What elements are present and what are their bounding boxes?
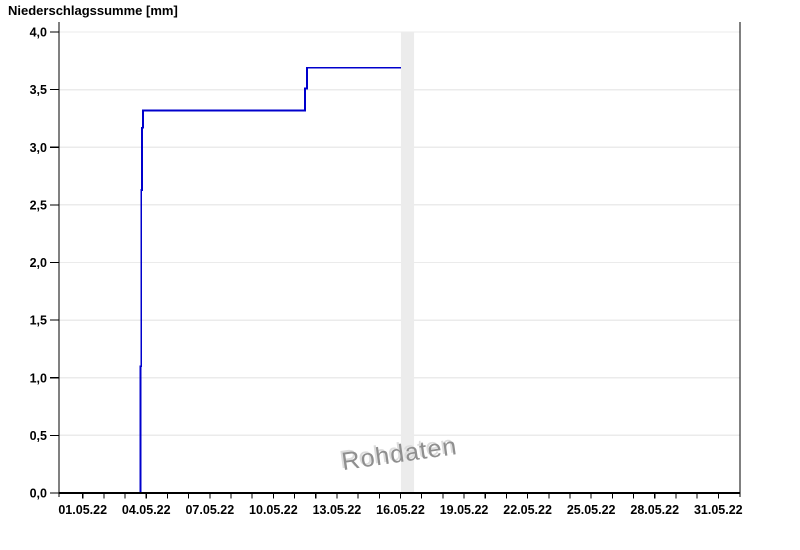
x-tick-label: 07.05.22 <box>185 503 234 517</box>
series-line <box>139 66 401 493</box>
y-tick-label: 1,5 <box>30 314 47 328</box>
x-tick-label: 19.05.22 <box>440 503 489 517</box>
y-tick-label: 0,0 <box>30 487 47 501</box>
x-tick-label: 01.05.22 <box>58 503 107 517</box>
y-tick-label: 1,0 <box>30 371 47 385</box>
x-tick-label: 16.05.22 <box>376 503 425 517</box>
x-tick-label: 28.05.22 <box>630 503 679 517</box>
x-tick-label: 31.05.22 <box>694 503 743 517</box>
y-tick-label: 2,0 <box>30 256 47 270</box>
y-tick-label: 0,5 <box>30 429 47 443</box>
x-tick-label: 25.05.22 <box>567 503 616 517</box>
x-tick-label: 10.05.22 <box>249 503 298 517</box>
current-time-band <box>400 32 415 493</box>
y-tick-label: 3,5 <box>30 83 47 97</box>
y-tick-label: 3,0 <box>30 141 47 155</box>
y-tick-label: 2,5 <box>30 198 47 212</box>
x-tick-label: 22.05.22 <box>503 503 552 517</box>
y-tick-label: 4,0 <box>30 26 47 40</box>
x-tick-label: 04.05.22 <box>122 503 171 517</box>
chart-title: Niederschlagssumme [mm] <box>8 3 178 18</box>
x-tick-label: 13.05.22 <box>313 503 362 517</box>
